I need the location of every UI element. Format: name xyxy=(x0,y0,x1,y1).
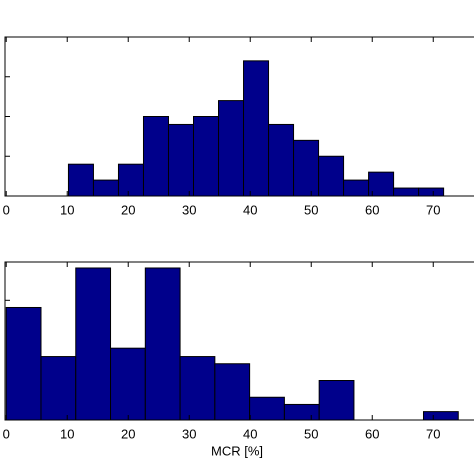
bar xyxy=(293,139,320,197)
bar xyxy=(318,155,345,197)
x-tick-label: 40 xyxy=(243,426,257,441)
x-tick-label: 70 xyxy=(426,426,440,441)
bar xyxy=(318,380,355,421)
bar xyxy=(167,123,195,197)
bar xyxy=(144,267,181,421)
bar xyxy=(142,116,169,197)
bar xyxy=(75,267,112,421)
bar xyxy=(243,60,270,197)
x-tick-label: 30 xyxy=(182,426,196,441)
bar xyxy=(343,179,370,197)
bar xyxy=(214,363,251,421)
bar xyxy=(393,187,420,197)
x-tick-label: 10 xyxy=(60,426,74,441)
x-tick-label: 60 xyxy=(365,202,379,217)
bar xyxy=(268,123,295,197)
bar xyxy=(40,356,77,421)
bar xyxy=(422,411,459,421)
bar xyxy=(283,403,320,421)
x-tick-label: 20 xyxy=(121,426,135,441)
x-tick-label: 60 xyxy=(365,426,379,441)
x-tick-label: 10 xyxy=(60,202,74,217)
bar xyxy=(5,306,42,421)
bar xyxy=(218,100,245,197)
x-tick-label: 40 xyxy=(243,202,257,217)
x-tick-label: 30 xyxy=(182,202,196,217)
bar xyxy=(67,163,94,197)
x-tick-label: 0 xyxy=(3,426,10,441)
bar xyxy=(193,116,220,197)
bar xyxy=(179,356,216,421)
bar xyxy=(92,179,119,197)
x-tick-label: 20 xyxy=(121,202,135,217)
bar xyxy=(110,347,146,421)
x-tick-label: 50 xyxy=(304,202,318,217)
x-tick-label: 0 xyxy=(3,202,10,217)
bar xyxy=(418,187,445,197)
bar xyxy=(249,396,285,421)
bar xyxy=(117,163,144,197)
x-tick-label: 50 xyxy=(304,426,318,441)
axes-box xyxy=(4,261,474,421)
x-axis-label: MCR [%] xyxy=(211,443,263,458)
x-tick-label: 70 xyxy=(426,202,440,217)
